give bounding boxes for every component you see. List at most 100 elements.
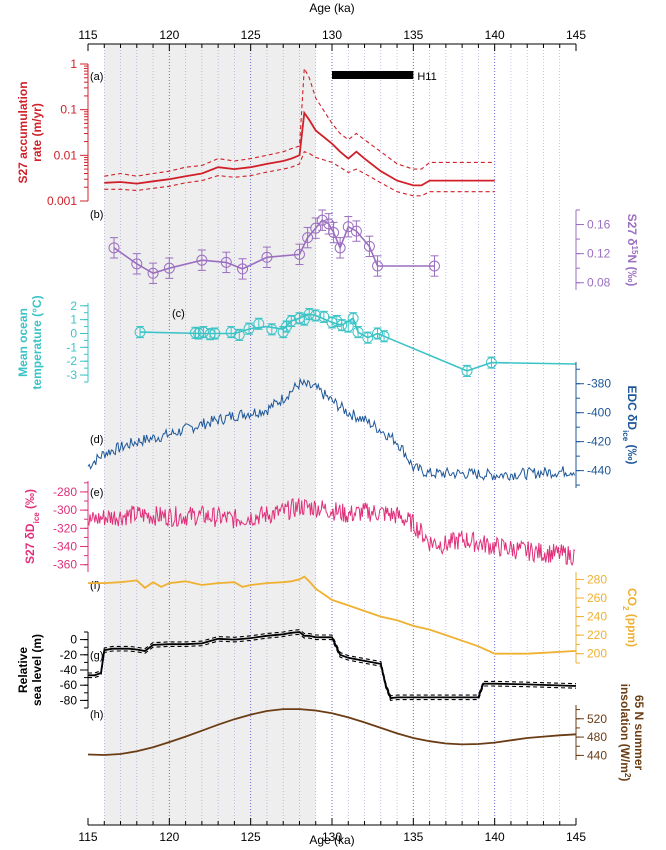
y-axis-title-line: rate (m/yr) xyxy=(30,103,44,162)
y-axis-title: S27 δDice (‰) xyxy=(23,489,41,564)
y-tick-label: -280 xyxy=(53,485,77,499)
data-point xyxy=(163,262,175,274)
x-tick-label-bottom: 115 xyxy=(78,830,97,844)
data-point xyxy=(108,242,120,254)
y-tick-label: 1 xyxy=(70,57,77,71)
panel-letter: (a) xyxy=(90,71,103,83)
y-tick-label: 0 xyxy=(70,326,77,340)
panel-b: 0.08 0.12 0.16 (b) S27 δ15N (‰) xyxy=(90,209,640,290)
series-line xyxy=(87,377,576,481)
h11-event: H11 xyxy=(332,71,437,83)
shaded-interval xyxy=(104,44,316,825)
panel-a: 1 0.1 0.01 0.001 (a) S27 accumulation rate (m/… xyxy=(16,57,495,208)
y-tick-label: -300 xyxy=(53,503,77,517)
x-axes: 115 120 125 130 135 140 145 115 120 125 130 135 140 1… xyxy=(78,28,586,844)
y-tick-label: 0.16 xyxy=(587,218,611,232)
y-tick-label: 480 xyxy=(587,730,607,744)
data-point xyxy=(261,251,273,263)
x-axis-title-bottom: Age (ka) xyxy=(309,833,354,847)
y-axis-title-line: EDC δDice (‰) xyxy=(622,385,640,464)
y-tick-label: -60 xyxy=(60,678,78,692)
uncertainty-line xyxy=(104,66,495,177)
y-axis-title-line: CO2 (ppm) xyxy=(622,588,640,647)
y-tick-label: 0.12 xyxy=(587,247,611,261)
data-point xyxy=(197,326,209,338)
y-axis-title: S27 accumulation rate (m/yr) xyxy=(16,81,44,183)
data-point xyxy=(334,242,346,254)
panel-letter: (g) xyxy=(90,650,103,662)
x-tick-label-bottom: 125 xyxy=(241,830,261,844)
panel-letter: (c) xyxy=(172,308,185,320)
data-point xyxy=(378,330,390,342)
x-tick-label-bottom: 120 xyxy=(159,830,179,844)
data-point xyxy=(485,357,497,369)
y-axis-title-line: temperature (°C) xyxy=(30,295,44,389)
x-axis-title-top: Age (ka) xyxy=(309,1,354,15)
series-line xyxy=(104,110,495,187)
uncertainty-line xyxy=(88,633,577,701)
data-point xyxy=(310,309,322,321)
y-tick-label: 200 xyxy=(587,647,607,661)
y-axis-title: Relative sea level (m) xyxy=(16,634,44,706)
y-tick-label: -440 xyxy=(587,464,611,478)
panel-c: 210-1-2-3 (c) Mean ocean temperature (°C) xyxy=(16,295,577,390)
x-tick-label-top: 140 xyxy=(485,28,505,42)
data-point xyxy=(220,256,232,268)
y-axis-title: Mean ocean temperature (°C) xyxy=(16,295,44,389)
series-line xyxy=(113,219,435,275)
y-tick-label: 520 xyxy=(587,712,607,726)
y-tick-label: 280 xyxy=(587,572,607,586)
data-point xyxy=(362,332,374,344)
data-point xyxy=(303,308,315,320)
y-tick-label: -80 xyxy=(60,693,78,707)
data-point xyxy=(428,260,440,272)
data-point xyxy=(347,312,359,324)
data-point xyxy=(342,321,354,333)
data-point xyxy=(461,365,473,377)
y-axis-title-line: 65 N summer xyxy=(632,695,646,771)
x-tick-label-top: 145 xyxy=(566,28,586,42)
y-tick-label: -20 xyxy=(60,648,78,662)
y-tick-label: -1 xyxy=(66,340,77,354)
data-point xyxy=(328,227,340,239)
data-point xyxy=(253,318,265,330)
x-tick-label-top: 130 xyxy=(322,28,342,42)
y-tick-label: -380 xyxy=(587,377,611,391)
panel-e: -280 -300 -320 -340 -360 (e) S27 δDice (‰) xyxy=(23,481,576,572)
y-axis-title: EDC δDice (‰) xyxy=(622,385,640,464)
data-point xyxy=(237,263,249,275)
y-axis-title-line: S27 δDice (‰) xyxy=(23,489,41,564)
y-tick-label: -320 xyxy=(53,521,77,535)
data-point xyxy=(196,254,208,266)
data-point xyxy=(293,248,305,260)
x-tick-label-bottom: 135 xyxy=(403,830,423,844)
h11-label: H11 xyxy=(417,71,436,83)
y-axis-title-line: sea level (m) xyxy=(30,634,44,706)
panel-d: -380 -400 -420 -440 (d) EDC δDice (‰) xyxy=(87,362,640,488)
data-point xyxy=(350,225,362,237)
series-line xyxy=(87,498,576,567)
data-point xyxy=(266,323,278,335)
y-tick-label: -2 xyxy=(66,354,77,368)
data-point xyxy=(134,326,146,338)
y-tick-label: -400 xyxy=(587,406,611,420)
y-axis-title-line: Relative xyxy=(16,647,30,693)
panels: 1 0.1 0.01 0.001 (a) S27 accumulation rate (m/… xyxy=(16,57,646,781)
data-point xyxy=(352,326,364,338)
data-point xyxy=(316,214,328,226)
y-tick-label: -340 xyxy=(53,540,77,554)
uncertainty-line xyxy=(88,629,577,697)
y-tick-label: 0.01 xyxy=(54,148,78,162)
panel-letter: (f) xyxy=(90,580,100,592)
y-axis-title-line: Mean ocean xyxy=(16,308,30,377)
y-tick-label: 0.001 xyxy=(47,194,77,208)
series-line xyxy=(88,631,577,700)
y-tick-label: 2 xyxy=(70,299,77,313)
y-tick-label: -360 xyxy=(53,558,77,572)
y-tick-label: 1 xyxy=(70,313,77,327)
y-tick-label: -40 xyxy=(60,663,78,677)
